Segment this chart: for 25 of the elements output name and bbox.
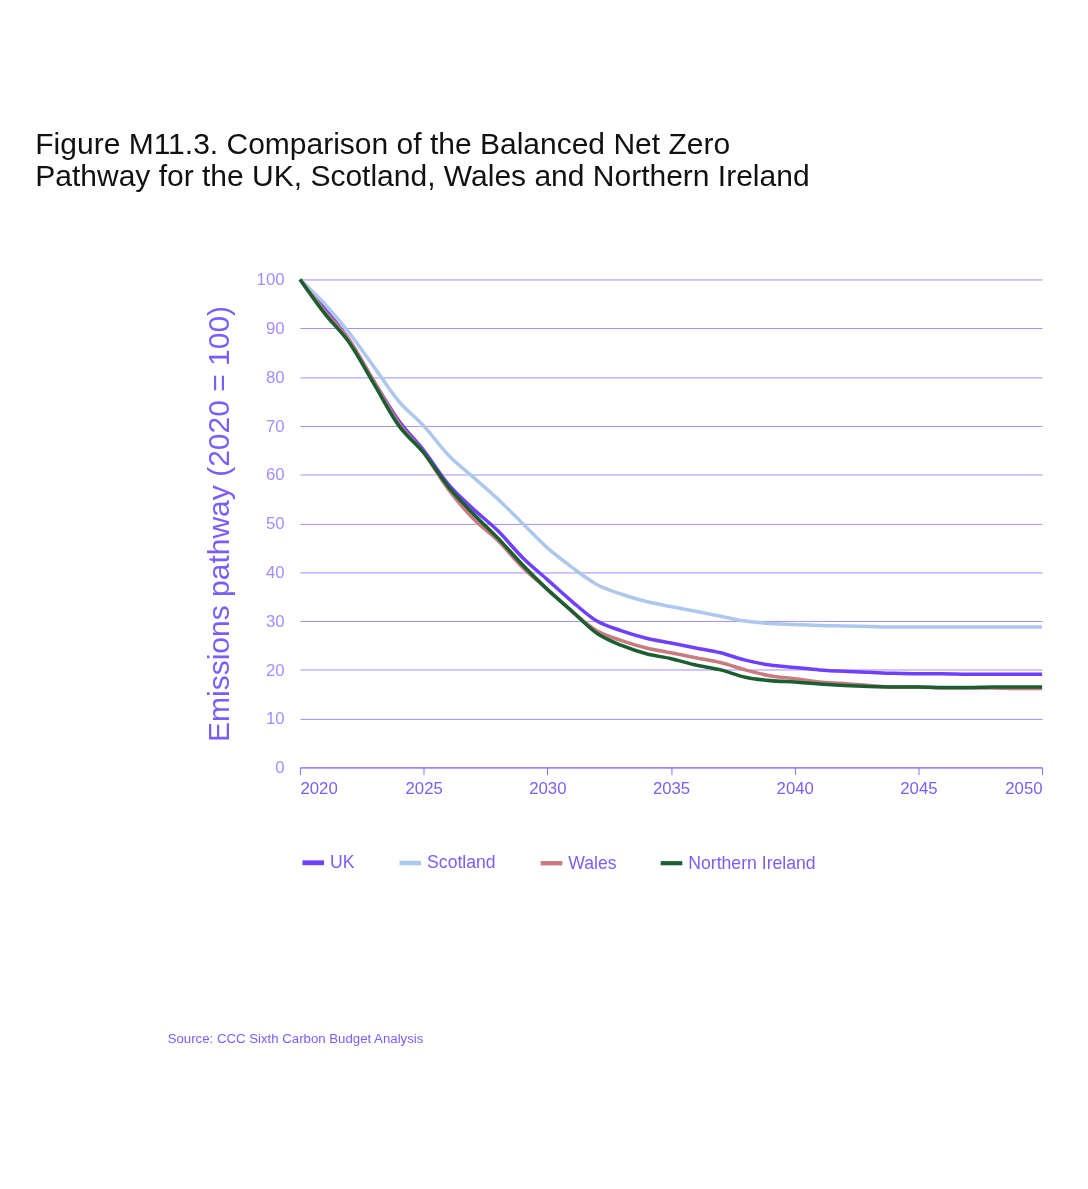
- y-axis-title: Emissions pathway (2020 = 100): [202, 305, 236, 742]
- y-tick-label: 0: [275, 758, 285, 778]
- x-tick-label: 2040: [776, 778, 814, 798]
- legend-label: Northern Ireland: [688, 852, 816, 873]
- y-tick-label: 30: [265, 611, 285, 631]
- y-tick-label: 40: [265, 563, 285, 583]
- legend-label: Wales: [568, 852, 617, 873]
- y-tick-label: 10: [265, 709, 285, 729]
- x-tick-label: 2030: [529, 778, 567, 798]
- source-note: Source: CCC Sixth Carbon Budget Analysis: [167, 1030, 424, 1046]
- y-tick-label: 70: [265, 416, 285, 436]
- y-tick-label: 60: [265, 465, 285, 485]
- legend-label: Scotland: [427, 852, 496, 873]
- legend-label: UK: [330, 852, 355, 873]
- y-tick-label: 50: [265, 514, 285, 534]
- y-tick-label: 80: [265, 367, 285, 387]
- x-tick-label: 2020: [300, 778, 338, 798]
- y-tick-label: 90: [265, 319, 285, 339]
- chart-title: Figure M11.3. Comparison of the Balanced Net Zero Pathway for the UK, Scotland, Wales and Northern Ireland: [35, 127, 810, 192]
- x-tick-label: 2050: [1005, 778, 1043, 798]
- x-tick-label: 2025: [405, 778, 443, 798]
- x-tick-label: 2045: [900, 778, 938, 798]
- y-tick-label: 100: [256, 270, 285, 290]
- y-tick-label: 20: [265, 660, 285, 680]
- x-tick-label: 2035: [652, 778, 691, 798]
